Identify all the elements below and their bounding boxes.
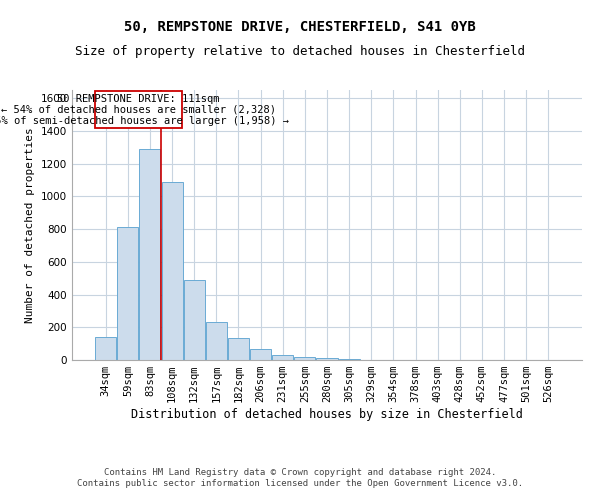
X-axis label: Distribution of detached houses by size in Chesterfield: Distribution of detached houses by size …	[131, 408, 523, 421]
Bar	[95, 337, 116, 360]
Text: Contains HM Land Registry data © Crown copyright and database right 2024.
Contai: Contains HM Land Registry data © Crown c…	[77, 468, 523, 487]
Bar	[295, 356, 316, 360]
Bar	[95, 91, 182, 128]
Bar	[161, 182, 182, 360]
Text: ← 54% of detached houses are smaller (2,328): ← 54% of detached houses are smaller (2,…	[1, 105, 276, 115]
Bar	[184, 280, 205, 360]
Bar	[338, 359, 359, 360]
Bar	[139, 149, 160, 360]
Text: Size of property relative to detached houses in Chesterfield: Size of property relative to detached ho…	[75, 45, 525, 58]
Bar	[272, 355, 293, 360]
Bar	[250, 350, 271, 360]
Bar	[228, 338, 249, 360]
Bar	[316, 358, 338, 360]
Text: 45% of semi-detached houses are larger (1,958) →: 45% of semi-detached houses are larger (…	[0, 116, 289, 126]
Bar	[118, 228, 139, 360]
Text: 50, REMPSTONE DRIVE, CHESTERFIELD, S41 0YB: 50, REMPSTONE DRIVE, CHESTERFIELD, S41 0…	[124, 20, 476, 34]
Text: 50 REMPSTONE DRIVE: 111sqm: 50 REMPSTONE DRIVE: 111sqm	[58, 94, 220, 104]
Bar	[206, 322, 227, 360]
Y-axis label: Number of detached properties: Number of detached properties	[25, 127, 35, 323]
